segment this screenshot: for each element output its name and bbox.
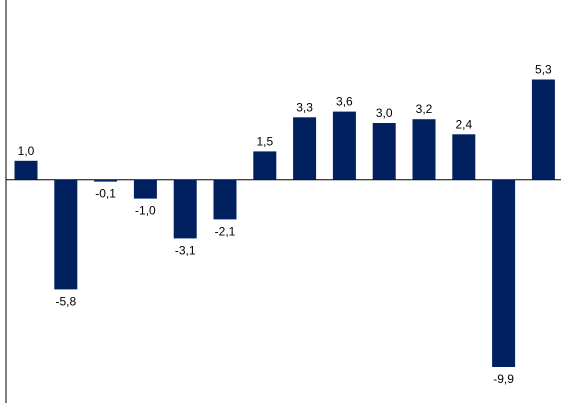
bar-value-label-14: 5,3 (535, 63, 552, 77)
bar-6 (213, 179, 237, 220)
bar-9 (332, 111, 356, 180)
bar-11 (412, 119, 436, 180)
bar-1 (14, 160, 38, 180)
bar-value-label-6: -2,1 (215, 225, 236, 239)
bar-value-label-12: 2,4 (455, 117, 472, 131)
bar-12 (452, 134, 476, 180)
bar-value-label-13: -9,9 (493, 372, 514, 386)
bar-value-label-1: 1,0 (18, 144, 35, 158)
bar-value-label-5: -3,1 (175, 243, 196, 257)
bar-13 (492, 179, 516, 367)
bar-4 (133, 179, 157, 199)
data-labels-group: 1,0 -5,8 -0,1 -1,0 -3,1 -2,1 1,5 3,3 3,6 3,0 3,2 2,… (18, 63, 552, 387)
bar-14 (531, 79, 555, 180)
bar-value-label-4: -1,0 (135, 204, 156, 218)
bars-group (14, 79, 555, 367)
bar-8 (293, 117, 317, 180)
bar-3 (94, 179, 118, 182)
bar-5 (173, 179, 197, 239)
bar-value-label-3: -0,1 (95, 187, 116, 201)
bar-value-label-11: 3,2 (416, 102, 433, 116)
bar-value-label-8: 3,3 (296, 100, 313, 114)
bar-10 (372, 123, 396, 180)
bar-7 (253, 151, 277, 180)
bar-value-label-2: -5,8 (55, 295, 76, 309)
bar-value-label-10: 3,0 (376, 106, 393, 120)
bar-2 (54, 179, 78, 290)
bar-value-label-7: 1,5 (256, 134, 273, 148)
bar-value-label-9: 3,6 (336, 95, 353, 109)
